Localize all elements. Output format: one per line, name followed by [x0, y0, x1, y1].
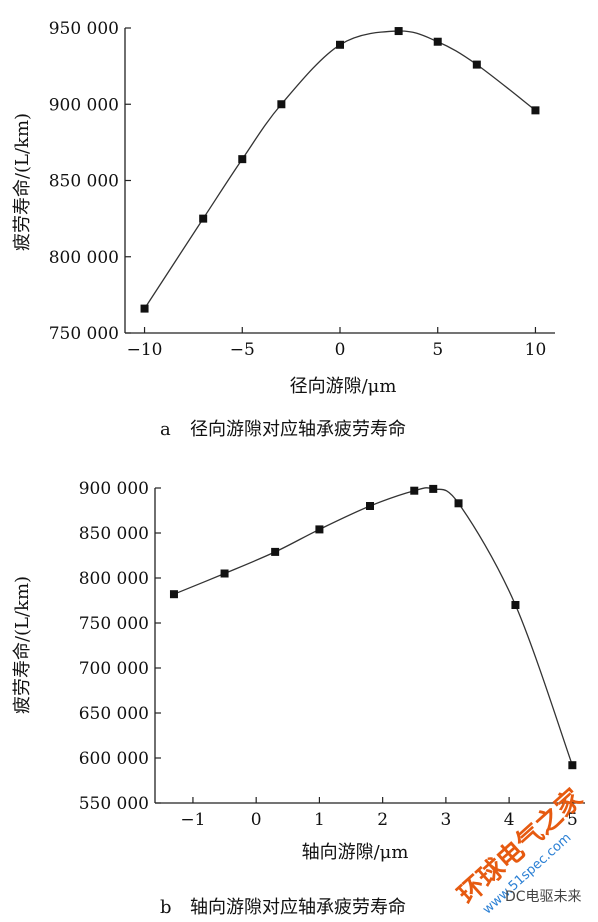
chart-a-series-line: [144, 30, 536, 309]
chart-a-x-tick-label: −5: [230, 340, 255, 360]
chart-a-data-point: [472, 60, 481, 69]
chart-b-data-point: [169, 590, 178, 599]
watermark-account-text: DC电驱未来: [505, 889, 582, 905]
chart-a-x-tick-label: −10: [127, 340, 163, 360]
chart-b-data-point: [511, 601, 520, 609]
chart-b-y-tick-label: 900 000: [79, 479, 149, 499]
chart-a-data-point: [277, 100, 286, 109]
chart-b-y-tick-label: 750 000: [79, 614, 149, 634]
chart-b-y-tick-label: 650 000: [79, 704, 149, 724]
chart-b-marks: 550 000 600 000 650 000 700 000 750 000 800 0…: [79, 479, 585, 830]
chart-a-y-tick-label: 900 000: [49, 95, 119, 115]
chart-b-x-tick-label: 2: [377, 810, 388, 830]
chart-b-data-point: [315, 525, 324, 534]
chart-b-ylabel: 疲劳寿命/(L/km): [12, 576, 33, 714]
chart-a-caption-letter: a: [160, 419, 171, 440]
chart-a-x-tick-label: 5: [432, 340, 443, 360]
chart-b-data-point: [429, 484, 438, 493]
chart-a-xlabel: 径向游隙/μm: [290, 376, 397, 397]
chart-a-data-point: [140, 304, 149, 313]
chart-b-xlabel: 轴向游隙/μm: [302, 842, 409, 863]
chart-b-y-tick-label: 800 000: [79, 569, 149, 589]
chart-b-y-tick-label: 550 000: [79, 794, 149, 814]
chart-a-y-tick-label: 750 000: [49, 324, 119, 344]
chart-b-data-point: [568, 761, 577, 770]
chart-a-ylabel: 疲劳寿命/(L/km): [12, 113, 33, 251]
chart-a-y-tick-label: 950 000: [49, 19, 119, 39]
chart-a-data-point: [531, 106, 540, 115]
chart-a-x-tick-label: 0: [335, 340, 346, 360]
chart-b-data-point: [454, 499, 463, 508]
chart-b-x-tick-label: −1: [180, 810, 205, 830]
chart-a-caption: 径向游隙对应轴承疲劳寿命: [190, 419, 406, 440]
chart-b-series-line: [173, 487, 573, 766]
chart-b-x-tick-label: 1: [314, 810, 325, 830]
chart-b-data-point: [220, 569, 229, 578]
chart-a-data-point: [336, 40, 344, 49]
chart-a-data-point: [433, 37, 442, 46]
chart-a-x-tick-label: 10: [525, 340, 547, 360]
chart-b-x-tick-label: 3: [440, 810, 451, 830]
chart-b-y-tick-label: 700 000: [79, 659, 149, 679]
chart-a-data-point: [394, 27, 403, 36]
chart-a-marks: 750 000 800 000 850 000 900 000 950 000 −10 −5…: [49, 19, 555, 360]
chart-b-x-tick-label: 5: [567, 810, 578, 830]
chart-radial-clearance: 750 000 800 000 850 000 900 000 950 000 −10 −5…: [12, 19, 555, 440]
chart-b-x-tick-label: 4: [504, 810, 515, 830]
chart-b-data-point: [366, 502, 374, 510]
chart-b-x-tick-label: 0: [251, 810, 262, 830]
chart-b-caption: 轴向游隙对应轴承疲劳寿命: [190, 897, 406, 918]
chart-b-data-point: [410, 486, 419, 495]
chart-a-data-point: [238, 155, 247, 164]
chart-b-y-tick-label: 600 000: [79, 749, 149, 769]
chart-a-y-tick-label: 800 000: [49, 248, 119, 268]
chart-b-data-point: [271, 547, 280, 556]
chart-b-y-tick-label: 850 000: [79, 524, 149, 544]
chart-a-y-tick-label: 850 000: [49, 172, 119, 192]
chart-a-data-point: [199, 214, 208, 223]
chart-b-caption-letter: b: [160, 897, 172, 918]
chart-axial-clearance: 550 000 600 000 650 000 700 000 750 000 800 0…: [12, 479, 585, 918]
